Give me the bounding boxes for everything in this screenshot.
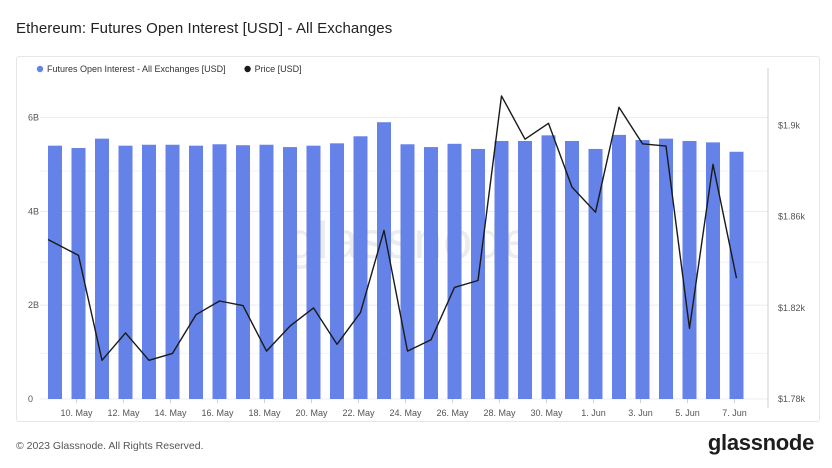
oi-bar[interactable]: [283, 147, 297, 399]
y-left-tick-label: 2B: [28, 300, 39, 310]
oi-bar[interactable]: [400, 144, 415, 399]
legend-dot-icon: [36, 65, 44, 73]
oi-bar[interactable]: [588, 148, 603, 399]
oi-bar[interactable]: [306, 145, 321, 399]
oi-bar[interactable]: [165, 144, 180, 399]
x-tick-label: 22. May: [342, 408, 375, 418]
x-tick-label: 30. May: [530, 408, 563, 418]
chart-frame: [16, 56, 820, 422]
oi-bar[interactable]: [447, 143, 462, 399]
x-tick-label: 28. May: [483, 408, 516, 418]
bar-series: [48, 122, 744, 400]
oi-bar[interactable]: [48, 145, 62, 399]
y-left-tick-label: 6B: [28, 113, 39, 123]
x-tick-label: 5. Jun: [675, 408, 700, 418]
x-tick-label: 14. May: [154, 408, 187, 418]
y-right-tick-label: $1.9k: [778, 121, 801, 131]
price-line-series: [47, 95, 738, 361]
x-tick-label: 18. May: [248, 408, 281, 418]
oi-bar[interactable]: [565, 140, 579, 399]
y-right-tick-label: $1.78k: [778, 394, 806, 404]
oi-bar[interactable]: [189, 145, 203, 399]
legend-item[interactable]: Price [USD]: [244, 64, 302, 74]
oi-bar[interactable]: [635, 140, 650, 399]
oi-bar[interactable]: [682, 140, 697, 399]
oi-bar[interactable]: [612, 134, 626, 399]
oi-bar[interactable]: [330, 143, 344, 399]
legend[interactable]: Futures Open Interest - All Exchanges [U…: [36, 64, 302, 74]
brand-logo[interactable]: glassnode: [707, 430, 814, 455]
x-tick-label: 16. May: [201, 408, 234, 418]
oi-bar[interactable]: [541, 135, 556, 399]
x-tick-label: 10. May: [60, 408, 93, 418]
oi-bar[interactable]: [212, 144, 227, 399]
legend-dot-icon: [244, 65, 251, 73]
axes: 0 2B 4B 6B $1.78k $1.82k $1.86k $1.9k 10. May 12.…: [28, 68, 806, 418]
oi-bar[interactable]: [236, 145, 250, 399]
oi-bar[interactable]: [353, 136, 368, 399]
x-tick-label: 26. May: [436, 408, 469, 418]
oi-bar[interactable]: [518, 140, 532, 399]
x-tick-label: 20. May: [295, 408, 328, 418]
oi-bar[interactable]: [494, 140, 509, 399]
oi-bar[interactable]: [424, 147, 438, 399]
legend-label: Futures Open Interest - All Exchanges [U…: [47, 64, 226, 74]
oi-bar[interactable]: [142, 144, 156, 399]
oi-bar[interactable]: [71, 148, 86, 399]
oi-bar[interactable]: [95, 138, 109, 399]
y-right-tick-label: $1.86k: [778, 212, 806, 222]
legend-label: Price [USD]: [255, 64, 302, 74]
oi-bar[interactable]: [471, 148, 485, 399]
y-left-tick-label: 4B: [28, 206, 39, 216]
x-tick-label: 3. Jun: [628, 408, 653, 418]
price-line: [47, 95, 738, 361]
x-tick-label: 7. Jun: [722, 408, 747, 418]
oi-bar[interactable]: [259, 144, 274, 399]
oi-bar[interactable]: [377, 122, 391, 400]
x-tick-label: 12. May: [107, 408, 140, 418]
x-tick-label: 24. May: [389, 408, 422, 418]
oi-bar[interactable]: [118, 145, 133, 399]
oi-bar[interactable]: [706, 142, 720, 400]
copyright-footer: © 2023 Glassnode. All Rights Reserved.: [16, 440, 204, 452]
legend-item[interactable]: Futures Open Interest - All Exchanges [U…: [36, 64, 226, 74]
x-tick-label: 1. Jun: [581, 408, 606, 418]
chart-title: Ethereum: Futures Open Interest [USD] - …: [16, 20, 393, 37]
y-right-tick-label: $1.82k: [778, 303, 806, 313]
oi-bar[interactable]: [659, 138, 673, 399]
y-left-tick-label: 0: [28, 394, 33, 404]
